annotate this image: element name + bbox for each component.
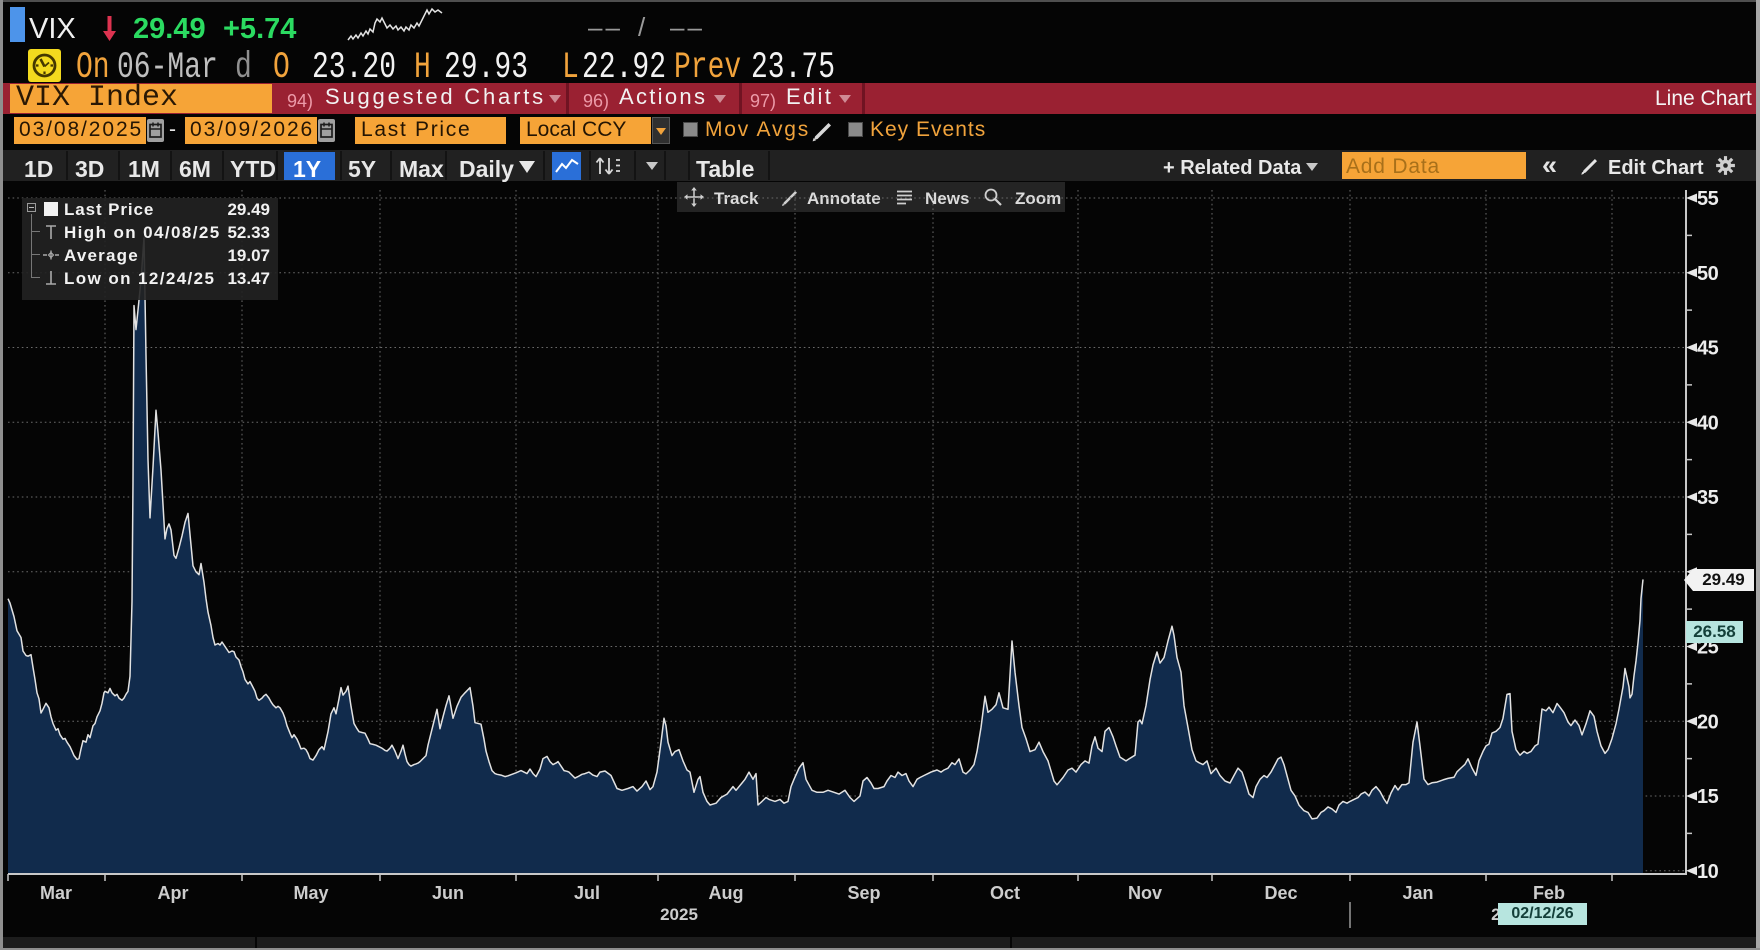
svg-text:Aug: Aug (709, 883, 744, 903)
svg-text:45: 45 (1697, 338, 1719, 360)
svg-text:10: 10 (1697, 861, 1719, 883)
svg-text:20: 20 (1697, 711, 1719, 733)
svg-text:May: May (293, 883, 328, 903)
svg-text:40: 40 (1697, 412, 1719, 434)
svg-text:50: 50 (1697, 263, 1719, 285)
svg-text:2025: 2025 (660, 905, 698, 924)
svg-text:Jul: Jul (574, 883, 600, 903)
svg-text:Jan: Jan (1402, 883, 1433, 903)
svg-text:Dec: Dec (1264, 883, 1297, 903)
svg-text:Oct: Oct (990, 883, 1020, 903)
svg-text:Mar: Mar (40, 883, 72, 903)
svg-text:15: 15 (1697, 786, 1719, 808)
svg-text:Feb: Feb (1533, 883, 1565, 903)
svg-text:Jun: Jun (432, 883, 464, 903)
svg-text:55: 55 (1697, 188, 1719, 210)
svg-text:Nov: Nov (1128, 883, 1162, 903)
svg-text:Apr: Apr (158, 883, 189, 903)
svg-text:35: 35 (1697, 487, 1719, 509)
svg-text:Sep: Sep (847, 883, 880, 903)
